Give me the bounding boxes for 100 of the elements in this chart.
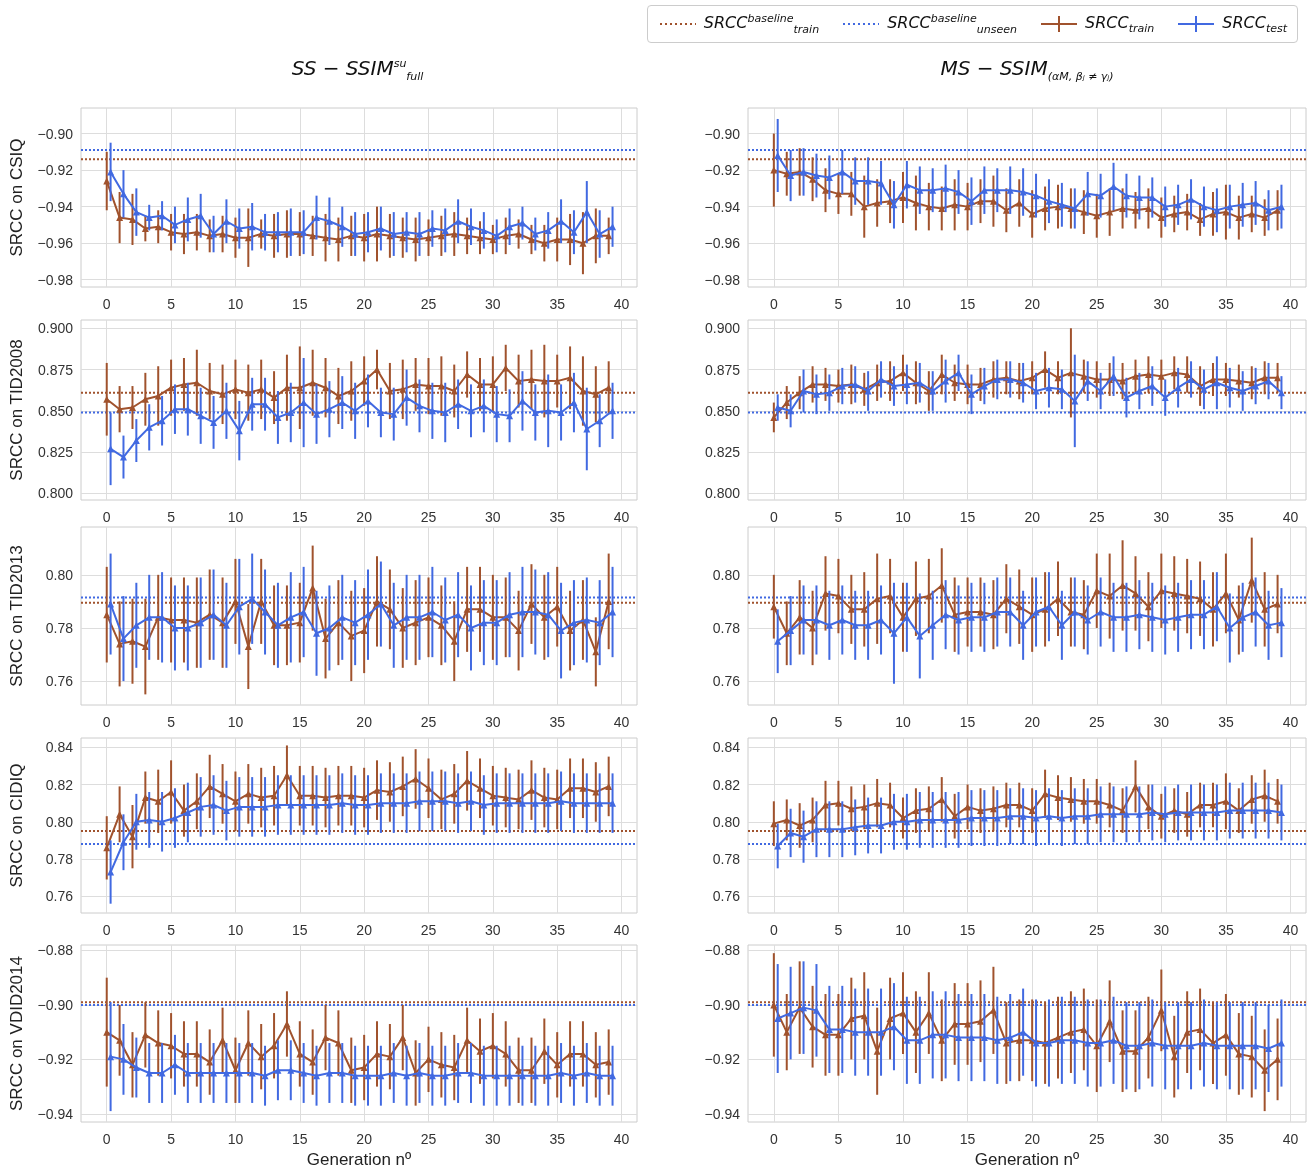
point (1252, 608, 1260, 616)
y-tick-label: −0.90 (37, 125, 74, 142)
point (287, 228, 295, 236)
point (1157, 214, 1165, 222)
y-tick-label: −0.90 (37, 996, 74, 1013)
point (231, 234, 239, 242)
point (967, 1034, 975, 1042)
point (1277, 619, 1285, 627)
y-tick-label: 0.82 (45, 776, 74, 793)
point (942, 377, 950, 385)
point (596, 799, 604, 807)
y-tick-label: 0.78 (712, 851, 741, 868)
point (838, 382, 846, 390)
y-tick-label: 0.78 (45, 619, 74, 636)
point (1248, 576, 1256, 584)
legend-label: SRCC$_{train}$ (1085, 12, 1155, 35)
x-tick-label: 10 (227, 714, 244, 730)
y-tick-label: −0.98 (704, 271, 741, 288)
x-tick-label: 25 (1088, 509, 1105, 525)
point (1174, 613, 1182, 621)
point (347, 387, 355, 395)
point (977, 807, 984, 815)
legend-label: SRCC$_{test}$ (1222, 12, 1287, 35)
point (1019, 621, 1027, 629)
point (1235, 377, 1243, 385)
point (544, 799, 552, 807)
point (1183, 1028, 1191, 1036)
point (834, 592, 842, 600)
point (1183, 592, 1191, 600)
point (1239, 613, 1247, 621)
point (441, 797, 449, 805)
point (864, 387, 872, 395)
point (141, 794, 149, 802)
point (1106, 1017, 1114, 1025)
point (167, 228, 175, 236)
point (145, 214, 153, 222)
x-tick-label: 40 (1282, 296, 1299, 312)
point (800, 387, 808, 395)
x-tick-label: 25 (420, 1131, 437, 1147)
y-tick-label: 0.875 (704, 361, 741, 378)
point (283, 384, 291, 392)
point (1019, 812, 1027, 820)
point (248, 400, 256, 408)
point (787, 627, 795, 635)
point (1135, 611, 1143, 619)
point (428, 608, 436, 616)
x-tick-label: 35 (549, 714, 566, 730)
y-tick-label: 0.900 (704, 320, 741, 337)
x-tick-label: 40 (613, 714, 630, 730)
x-tick-label: 15 (959, 1131, 976, 1147)
x-tick-label: 5 (167, 1131, 176, 1147)
point (822, 1031, 829, 1039)
point (454, 611, 462, 619)
x-tick-label: 10 (895, 922, 911, 938)
point (274, 228, 282, 236)
x-tick-label: 30 (485, 714, 501, 730)
x-tick-label: 35 (549, 296, 566, 312)
x-tick-label: 30 (1153, 296, 1170, 312)
point (886, 592, 894, 600)
point (838, 825, 846, 833)
point (1261, 605, 1269, 613)
point (886, 1015, 894, 1023)
point (955, 816, 963, 824)
point (1148, 382, 1156, 390)
point (540, 794, 548, 802)
x-tick-label: 25 (420, 714, 437, 730)
point (890, 818, 898, 826)
x-tick-label: 40 (613, 509, 630, 525)
point (489, 613, 497, 621)
point (338, 799, 346, 807)
point (322, 794, 330, 802)
point (1277, 389, 1285, 397)
point (128, 404, 136, 412)
x-tick-label: 0 (102, 509, 111, 525)
x-tick-label: 35 (1218, 714, 1234, 730)
point (1235, 214, 1243, 222)
point (270, 394, 278, 402)
point (583, 208, 591, 216)
x-tick-label: 30 (485, 509, 501, 525)
point (1002, 206, 1010, 214)
x-tick-label: 15 (959, 922, 976, 938)
x-tick-label: 35 (1218, 296, 1234, 312)
x-tick-label: 15 (292, 296, 308, 312)
x-tick-label: 5 (167, 296, 176, 312)
x-tick-label: 35 (1218, 922, 1234, 938)
point (774, 404, 782, 412)
point (1261, 1066, 1269, 1074)
y-tick-label: −0.90 (704, 996, 741, 1013)
y-tick-label: −0.88 (37, 942, 74, 959)
point (107, 600, 115, 608)
point (925, 1009, 933, 1017)
x-tick-label: 0 (769, 714, 778, 730)
point (912, 807, 920, 815)
point (167, 1042, 175, 1050)
point (1080, 208, 1088, 216)
point (787, 1009, 795, 1017)
point (579, 387, 587, 395)
x-tick-label: 20 (356, 714, 373, 730)
point (1106, 592, 1114, 600)
point (377, 1072, 385, 1080)
